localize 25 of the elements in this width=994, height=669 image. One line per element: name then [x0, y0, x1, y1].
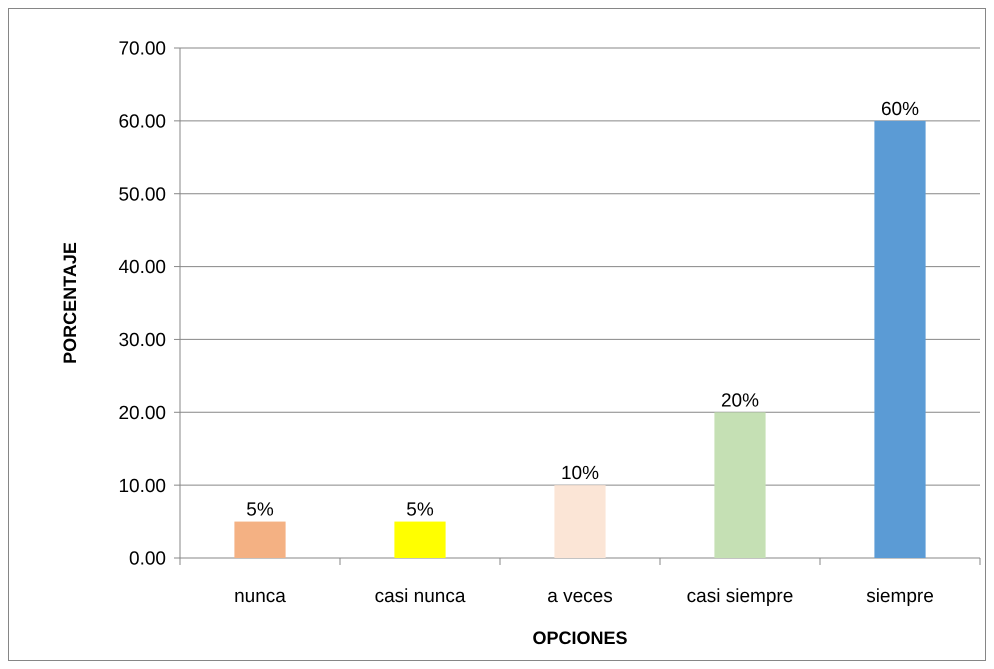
data-label: 20%	[720, 390, 760, 412]
y-tick-label: 70.00	[118, 38, 166, 60]
y-tick-label: 30.00	[118, 330, 166, 352]
x-tick-label: casi nunca	[374, 586, 466, 607]
data-label: 60%	[880, 98, 920, 120]
bar	[234, 522, 286, 558]
x-tick-label: nunca	[234, 586, 286, 607]
y-tick-label: 0.00	[129, 548, 166, 570]
bar	[714, 412, 766, 558]
x-tick-label: a veces	[547, 586, 613, 607]
bar	[874, 120, 926, 558]
data-label: 5%	[406, 500, 434, 521]
bar	[394, 522, 446, 558]
x-tick-label: casi siempre	[686, 586, 794, 607]
y-tick-label: 10.00	[118, 476, 166, 497]
data-label: 10%	[560, 463, 600, 484]
y-axis-title: PORCENTAJE	[60, 242, 80, 364]
bar	[554, 485, 606, 558]
x-axis-title: OPCIONES	[532, 628, 628, 648]
data-label: 5%	[246, 500, 274, 521]
x-tick-label: siempre	[866, 586, 934, 607]
y-tick-label: 60.00	[118, 112, 166, 133]
y-tick-label: 50.00	[118, 184, 166, 206]
y-tick-label: 20.00	[118, 402, 166, 424]
y-tick-label: 40.00	[118, 257, 166, 278]
